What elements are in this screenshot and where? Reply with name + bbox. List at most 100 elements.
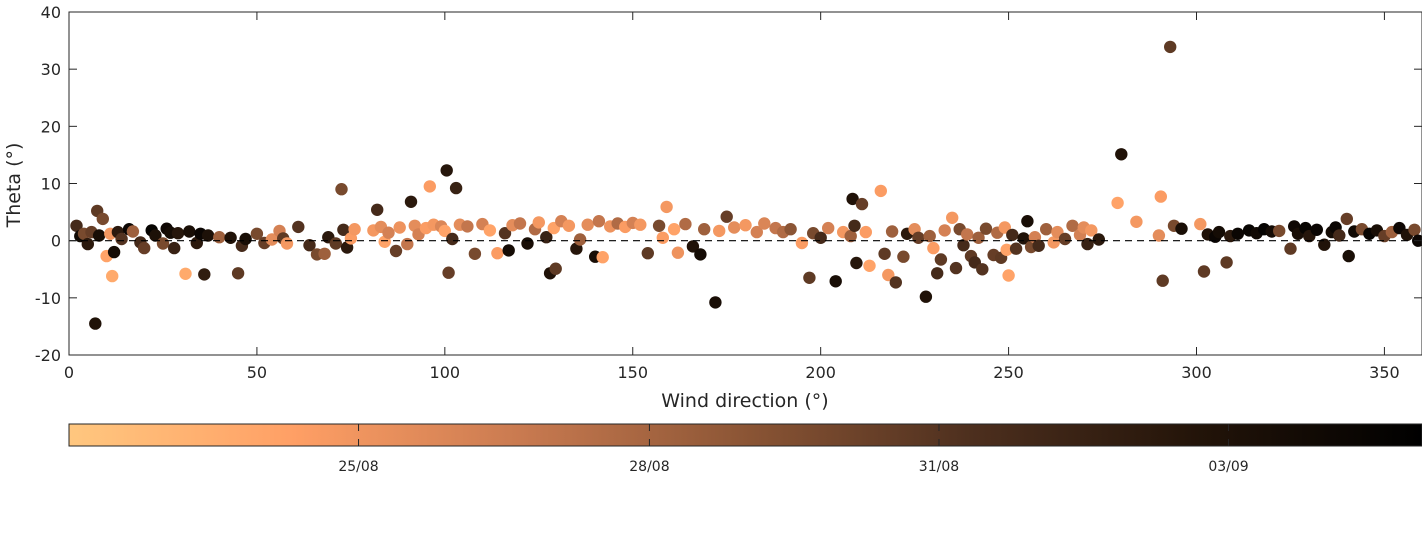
data-point-149	[927, 241, 940, 255]
data-point-53	[348, 223, 361, 236]
x-axis-label: Wind direction (°)	[661, 390, 828, 412]
data-point-142	[889, 276, 902, 289]
data-point-8	[96, 212, 110, 226]
data-point-72	[446, 232, 459, 246]
x-tick-label: 250	[993, 363, 1024, 382]
data-point-76	[468, 247, 482, 260]
data-point-134	[850, 256, 863, 270]
data-point-153	[946, 211, 959, 224]
data-point-228	[1408, 223, 1421, 236]
data-point-133	[848, 219, 861, 232]
data-point-179	[1058, 232, 1072, 246]
data-point-151	[934, 253, 948, 266]
data-point-170	[1009, 242, 1023, 255]
data-point-80	[498, 227, 512, 240]
data-point-16	[126, 225, 140, 238]
data-point-37	[250, 227, 264, 240]
data-point-103	[634, 218, 647, 231]
y-tick-label: -10	[35, 289, 61, 308]
y-axis-ticks: -20 -10 0 10 20 30 40	[35, 3, 1422, 365]
data-point-55	[371, 203, 384, 216]
data-point-191	[1156, 274, 1169, 287]
colorbar-tick-label: 28/08	[629, 459, 669, 475]
data-point-168	[1002, 269, 1015, 282]
data-point-30	[198, 268, 211, 281]
colorbar-tick-label: 25/08	[338, 459, 378, 475]
data-point-97	[592, 215, 606, 228]
data-point-32	[213, 231, 226, 244]
data-point-106	[656, 231, 669, 244]
x-tick-label: 150	[617, 363, 648, 382]
data-point-75	[461, 220, 474, 233]
data-point-194	[1175, 222, 1188, 235]
data-point-73	[449, 181, 463, 195]
data-point-200	[1220, 256, 1233, 269]
data-points	[70, 40, 1422, 330]
data-point-113	[698, 223, 711, 236]
data-point-94	[573, 233, 587, 246]
x-tick-label: 350	[1369, 363, 1400, 382]
data-point-127	[814, 231, 827, 244]
data-point-137	[863, 259, 876, 272]
data-point-175	[1032, 239, 1045, 252]
x-axis-ticks: 0 50 100 150 200 250 300 350	[64, 12, 1400, 382]
data-point-187	[1115, 148, 1128, 161]
data-point-86	[532, 216, 545, 229]
data-point-50	[337, 223, 350, 236]
data-point-33	[224, 231, 237, 244]
data-point-49	[335, 183, 348, 196]
data-point-183	[1081, 237, 1094, 251]
data-point-195	[1194, 217, 1207, 231]
data-point-92	[562, 219, 576, 232]
data-point-36	[239, 232, 252, 246]
data-point-43	[292, 220, 305, 234]
data-point-157	[961, 228, 974, 241]
data-point-190	[1154, 190, 1168, 203]
data-point-219	[1342, 249, 1355, 263]
data-point-39	[265, 233, 279, 246]
data-point-5	[89, 317, 102, 330]
data-point-120	[758, 217, 771, 230]
data-point-107	[660, 200, 673, 214]
data-point-98	[596, 251, 609, 264]
data-point-119	[750, 225, 763, 239]
data-point-109	[671, 246, 685, 259]
data-point-132	[846, 192, 859, 206]
data-point-152	[938, 224, 951, 237]
data-point-34	[231, 267, 245, 280]
data-point-79	[491, 247, 504, 260]
data-point-3	[81, 237, 95, 251]
data-point-148	[923, 229, 936, 243]
data-point-0	[70, 219, 83, 232]
data-point-162	[979, 222, 993, 235]
y-tick-label: 20	[41, 117, 61, 136]
data-point-46	[318, 247, 331, 260]
x-tick-label: 200	[805, 363, 836, 382]
colorbar-ticks: 25/08 28/08 31/08 03/09	[338, 424, 1249, 475]
data-point-83	[513, 217, 527, 230]
data-point-59	[389, 244, 403, 258]
plot-area-frame	[68, 11, 1422, 356]
y-tick-label: 40	[41, 3, 61, 22]
data-point-123	[784, 223, 797, 236]
data-point-48	[329, 237, 342, 250]
y-tick-label: 10	[41, 175, 61, 194]
colorbar	[68, 423, 1422, 447]
data-point-42	[280, 237, 294, 250]
data-point-81	[502, 244, 515, 257]
data-point-24	[168, 241, 181, 255]
data-point-110	[679, 217, 692, 231]
data-point-172	[1021, 215, 1034, 228]
data-point-131	[844, 229, 857, 243]
data-point-60	[393, 221, 406, 234]
data-point-213	[1310, 223, 1324, 236]
data-point-14	[115, 232, 128, 246]
data-point-214	[1318, 238, 1331, 251]
data-point-150	[931, 267, 944, 280]
data-point-161	[976, 263, 989, 276]
data-point-69	[438, 224, 451, 238]
data-point-95	[581, 218, 594, 231]
data-point-11	[106, 269, 119, 283]
data-point-104	[641, 247, 654, 260]
